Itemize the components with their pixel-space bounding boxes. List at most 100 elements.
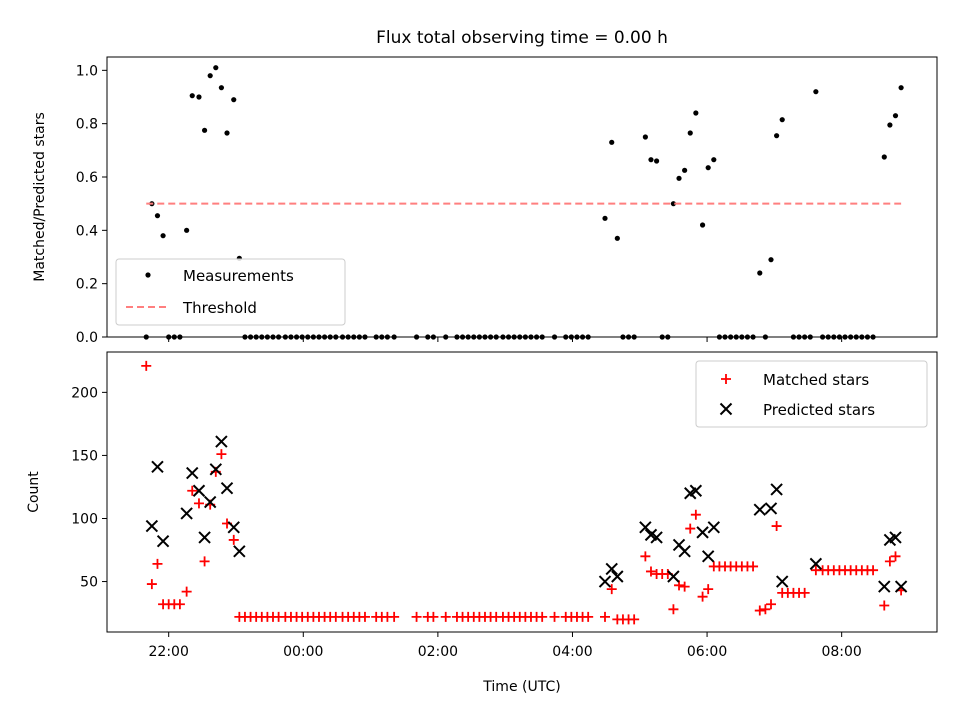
predicted-star-point <box>639 521 652 534</box>
y-tick-label: 0.6 <box>76 170 98 186</box>
y-tick-label: 0.0 <box>76 330 98 346</box>
matched-star-point <box>359 611 370 622</box>
matched-star-point <box>411 611 422 622</box>
matched-star-point <box>703 584 714 595</box>
predicted-star-point <box>889 531 902 544</box>
measurement-point <box>551 334 558 340</box>
measurement-point <box>339 334 346 340</box>
matched-star-point <box>760 604 771 615</box>
legend-measurements-marker <box>145 272 151 278</box>
measurement-point <box>853 334 859 340</box>
measurement-point <box>716 334 723 340</box>
measurement-point <box>160 233 166 239</box>
matched-star-point <box>228 534 239 545</box>
measurement-point <box>487 334 494 340</box>
measurement-point <box>247 334 254 340</box>
measurement-point <box>528 334 534 340</box>
measurement-point <box>242 334 248 340</box>
measurement-point <box>682 167 688 173</box>
measurement-point <box>316 334 322 340</box>
measurement-point <box>711 157 717 163</box>
predicted-star-point <box>145 519 159 533</box>
measurement-point <box>345 334 351 340</box>
measurement-point <box>642 134 648 140</box>
y-tick-label: 200 <box>71 385 98 401</box>
measurement-point <box>807 334 813 340</box>
predicted-star-point <box>198 531 211 544</box>
measurement-point <box>728 334 734 340</box>
measurement-point <box>609 139 615 145</box>
matched-star-point <box>640 551 651 562</box>
measurement-point <box>373 334 379 340</box>
measurement-point <box>224 130 230 136</box>
predicted-star-point <box>192 484 206 497</box>
predicted-star-point <box>776 575 789 588</box>
measurement-point <box>733 334 739 340</box>
matched-star-point <box>187 485 198 496</box>
top-panel: 0.0 0.2 0.4 0.6 0.8 1.0 Matched/Predicted star… <box>32 56 938 346</box>
measurement-point <box>443 334 449 340</box>
measurement-point <box>177 334 183 340</box>
measurement-point <box>184 227 190 233</box>
legend-matched-label: Matched stars <box>763 371 869 389</box>
measurement-point <box>207 73 213 79</box>
predicted-star-point <box>605 562 618 576</box>
matched-star-point <box>879 600 890 611</box>
matched-star-point <box>868 565 879 576</box>
measurement-point <box>750 334 756 340</box>
predicted-star-point <box>215 435 228 448</box>
measurement-point <box>143 334 149 340</box>
y-tick-label: 150 <box>71 448 98 464</box>
plot-frame <box>106 351 938 633</box>
measurement-point <box>505 334 512 340</box>
measurement-point <box>321 334 328 340</box>
measurement-point <box>493 334 499 340</box>
measurement-point <box>454 334 460 340</box>
matched-star-point <box>549 611 560 622</box>
predicted-star-point <box>203 495 217 509</box>
measurement-point <box>898 85 904 91</box>
measurement-point <box>522 334 528 340</box>
measurement-point <box>391 334 397 340</box>
predicted-star-point <box>598 575 612 588</box>
measurement-point <box>614 235 620 241</box>
predicted-star-point <box>650 531 663 544</box>
x-tick-label: 00:00 <box>283 644 323 660</box>
measurement-point <box>231 97 237 103</box>
measurement-point <box>757 270 763 276</box>
measurement-point <box>351 334 357 340</box>
measurement-point <box>665 334 671 340</box>
measurement-point <box>356 334 362 340</box>
measurement-point <box>282 334 288 340</box>
matched-star-point <box>685 523 696 534</box>
measurement-point <box>693 110 699 116</box>
measurement-point <box>762 334 768 340</box>
matched-star-point <box>629 614 640 625</box>
matched-star-point <box>674 580 685 591</box>
predicted-star-point <box>611 570 624 583</box>
measurement-point <box>471 334 477 340</box>
matched-star-point <box>690 509 701 520</box>
measurement-point <box>825 334 831 340</box>
matched-star-point <box>389 611 400 622</box>
matched-star-point <box>766 599 776 610</box>
measurement-point <box>482 334 488 340</box>
matched-star-point <box>668 604 679 615</box>
legend-predicted-marker <box>719 402 733 416</box>
predicted-star-point <box>753 503 766 516</box>
x-axis-label: Time (UTC) <box>482 679 560 695</box>
predicted-star-point <box>156 534 170 548</box>
measurement-point <box>213 65 219 71</box>
matched-star-point <box>754 605 765 616</box>
legend-matched-marker <box>721 374 731 384</box>
legend-predicted-label: Predicted stars <box>763 401 875 419</box>
matched-star-point <box>193 498 204 509</box>
measurement-point <box>653 158 660 164</box>
predicted-star-point <box>701 550 715 563</box>
x-tick-label: 02:00 <box>418 644 458 660</box>
measurement-point <box>384 334 391 340</box>
measurement-point <box>779 117 785 123</box>
matched-star-point <box>890 551 901 562</box>
matched-star-point <box>216 449 227 460</box>
